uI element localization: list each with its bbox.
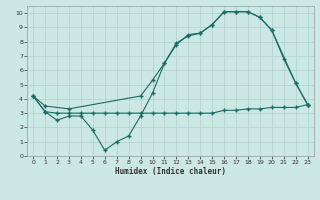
X-axis label: Humidex (Indice chaleur): Humidex (Indice chaleur) [115, 167, 226, 176]
